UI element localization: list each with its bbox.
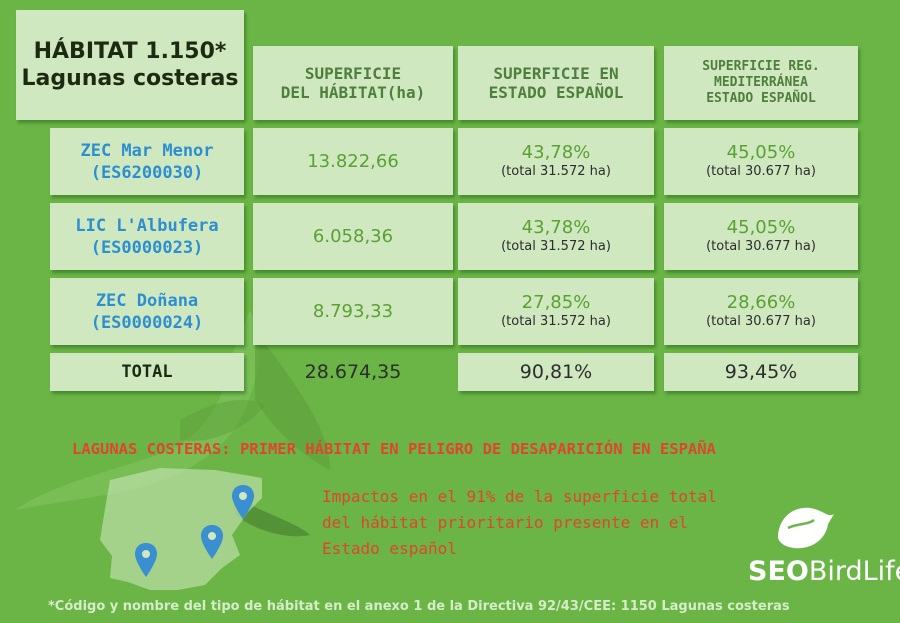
spain-pct-mar-menor: 43,78% (total 31.572 ha): [458, 128, 654, 195]
header-spain-area-line1: SUPERFICIE EN: [493, 64, 619, 83]
row-label-mar-menor: ZEC Mar Menor (ES6200030): [50, 128, 244, 195]
habitat-title-line1: HÁBITAT 1.150*: [33, 39, 227, 64]
impact-line1: Impactos en el 91% de la superficie tota…: [322, 487, 717, 506]
pct-value: 43,78%: [521, 216, 591, 238]
bird-silhouette: [15, 310, 259, 510]
area-donana: 8.793,33: [253, 278, 453, 345]
row-label-line2: (ES0000023): [90, 237, 204, 258]
header-habitat-area-line2: DEL HÁBITAT(ha): [280, 83, 426, 102]
pct-value: 28,66%: [726, 291, 796, 313]
row-label-line2: (ES6200030): [90, 162, 204, 183]
row-label-albufera: LIC L'Albufera (ES0000023): [50, 203, 244, 270]
total-note: (total 31.572 ha): [501, 313, 611, 329]
total-note: (total 30.677 ha): [706, 313, 816, 329]
row-label-line1: LIC L'Albufera: [75, 215, 219, 236]
habitat-title-line2: Lagunas costeras: [21, 66, 239, 91]
header-spain-area: SUPERFICIE EN ESTADO ESPAÑOL: [458, 46, 654, 120]
location-pin-icon: [135, 543, 157, 577]
row-label-line1: ZEC Mar Menor: [80, 140, 214, 161]
total-spain-pct: 90,81%: [458, 353, 654, 391]
total-note: (total 30.677 ha): [706, 238, 816, 254]
med-pct-mar-menor: 45,05% (total 30.677 ha): [664, 128, 858, 195]
area-albufera: 6.058,36: [253, 203, 453, 270]
header-mediterranean-area-line1: SUPERFICIE REG.: [702, 59, 820, 74]
pct-value: 27,85%: [521, 291, 591, 313]
med-pct-albufera: 45,05% (total 30.677 ha): [664, 203, 858, 270]
total-note: (total 31.572 ha): [501, 238, 611, 254]
total-med-pct: 93,45%: [664, 353, 858, 391]
total-label: TOTAL: [50, 353, 244, 391]
row-label-line2: (ES0000024): [90, 312, 204, 333]
pct-value: 43,78%: [521, 141, 591, 163]
row-label-line1: ZEC Doñana: [95, 290, 199, 311]
total-note: (total 31.572 ha): [501, 163, 611, 179]
habitat-title: HÁBITAT 1.150* Lagunas costeras: [16, 10, 244, 120]
location-pin-icon: [201, 525, 223, 559]
header-mediterranean-area: SUPERFICIE REG. MEDITERRÁNEA ESTADO ESPA…: [664, 46, 858, 120]
spain-pct-albufera: 43,78% (total 31.572 ha): [458, 203, 654, 270]
footnote: *Código y nombre del tipo de hábitat en …: [48, 599, 790, 614]
med-pct-donana: 28,66% (total 30.677 ha): [664, 278, 858, 345]
header-habitat-area-line1: SUPERFICIE: [304, 64, 402, 83]
total-note: (total 30.677 ha): [706, 163, 816, 179]
header-mediterranean-area-line2: MEDITERRÁNEA: [714, 75, 808, 90]
header-mediterranean-area-line3: ESTADO ESPAÑOL: [706, 91, 816, 106]
seo-birdlife-logo-icon: [778, 507, 834, 549]
total-area: 28.674,35: [304, 361, 402, 383]
logo-wordmark: SEOBirdLife: [748, 556, 900, 587]
headline: LAGUNAS COSTERAS: PRIMER HÁBITAT EN PELI…: [72, 440, 716, 458]
logo-wordmark-light: BirdLife: [808, 556, 900, 587]
area-mar-menor: 13.822,66: [253, 128, 453, 195]
logo-wordmark-bold: SEO: [748, 556, 809, 587]
header-spain-area-line2: ESTADO ESPAÑOL: [488, 83, 624, 102]
row-label-donana: ZEC Doñana (ES0000024): [50, 278, 244, 345]
impact-line2: del hábitat prioritario presente en el: [322, 513, 689, 532]
impact-text: Impactos en el 91% de la superficie tota…: [322, 484, 742, 562]
pct-value: 45,05%: [726, 216, 796, 238]
spain-pct-donana: 27,85% (total 31.572 ha): [458, 278, 654, 345]
impact-line3: Estado español: [322, 539, 457, 558]
header-habitat-area: SUPERFICIE DEL HÁBITAT(ha): [253, 46, 453, 120]
pct-value: 45,05%: [726, 141, 796, 163]
location-pin-icon: [232, 485, 254, 519]
